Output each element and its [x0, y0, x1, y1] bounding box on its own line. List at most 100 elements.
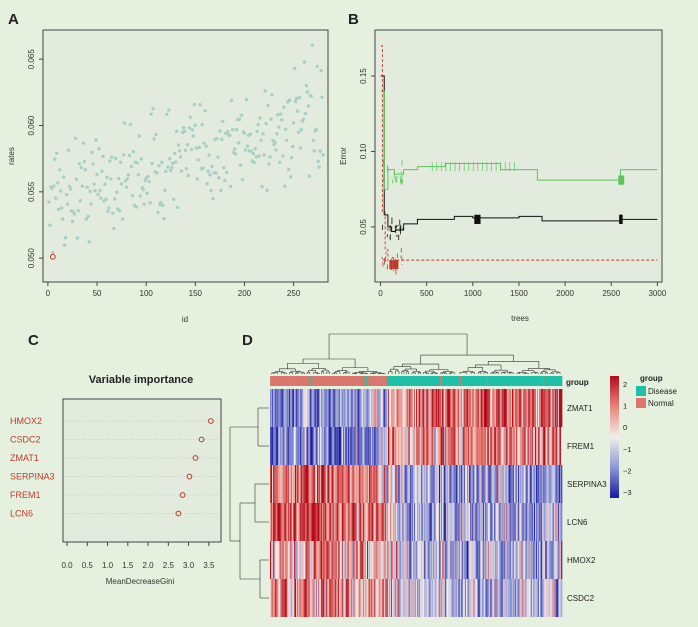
scatter-point [236, 141, 241, 145]
heatmap-cell [530, 427, 533, 465]
heatmap-cell [433, 541, 436, 579]
heatmap-cell [508, 427, 511, 465]
heatmap-row-label-zmat1: ZMAT1 [567, 404, 593, 413]
scatter-point [94, 138, 98, 142]
heatmap-cell [304, 465, 306, 503]
heatmap-cell [476, 465, 478, 503]
error-xlabel: trees [511, 314, 529, 323]
heatmap-cell [371, 579, 373, 617]
heatmap-cell [524, 389, 526, 427]
heatmap-cell [402, 503, 404, 541]
heatmap-cell [547, 465, 549, 503]
heatmap-cell [496, 389, 498, 427]
heatmap-cell [559, 465, 562, 503]
scatter-point [284, 127, 288, 131]
heatmap-cell [421, 541, 423, 579]
scatter-point [137, 134, 142, 138]
heatmap-cell [305, 427, 307, 465]
annotation-cell [341, 376, 344, 386]
heatmap-cell [389, 579, 392, 617]
heatmap-cell [282, 541, 284, 579]
heatmap-cell [555, 389, 558, 427]
heatmap-cell [379, 541, 381, 579]
scatter-point [196, 158, 200, 162]
heatmap-cell [273, 503, 275, 541]
heatmap-cell [493, 541, 495, 579]
heatmap-cell [526, 541, 528, 579]
heatmap-cell [310, 465, 313, 503]
heatmap-cell [360, 503, 363, 541]
heatmap-cell [507, 579, 510, 617]
heatmap-cell [474, 579, 476, 617]
scatter-point [152, 137, 156, 141]
heatmap-cell [375, 389, 377, 427]
scatter-point [268, 155, 272, 159]
heatmap-cell [557, 465, 560, 503]
heatmap-cell [282, 427, 284, 465]
heatmap-cell [461, 427, 464, 465]
scatter-point [275, 132, 279, 136]
heatmap-cell [279, 579, 281, 617]
heatmap-cell [347, 541, 349, 579]
scatter-point [192, 102, 197, 107]
heatmap-cell [370, 465, 372, 503]
annotation-cell [492, 376, 494, 386]
heatmap-cell [508, 389, 511, 427]
heatmap-cell [470, 427, 472, 465]
heatmap-cell [287, 465, 290, 503]
heatmap-cell [361, 465, 364, 503]
heatmap-cell [548, 389, 550, 427]
heatmap-cell [316, 579, 319, 617]
heatmap-cell [533, 541, 536, 579]
heatmap-cell [504, 503, 507, 541]
heatmap-scale-label: 2 [623, 380, 627, 389]
heatmap-cell [420, 389, 422, 427]
heatmap-cell [509, 427, 512, 465]
heatmap-cell [417, 427, 419, 465]
heatmap-cell [426, 541, 428, 579]
heatmap-cell [530, 465, 533, 503]
scatter-ytick-label: 0.050 [27, 248, 36, 269]
annotation-cell [349, 376, 351, 386]
scatter-point [232, 147, 237, 151]
heatmap-cell [406, 389, 409, 427]
heatmap-cell [548, 427, 550, 465]
heatmap-cell [358, 541, 361, 579]
heatmap-cell [499, 579, 501, 617]
heatmap-cell [551, 503, 553, 541]
heatmap-cell [325, 541, 327, 579]
heatmap-cell [281, 541, 283, 579]
heatmap-scale-label: −2 [623, 466, 632, 475]
heatmap-cell [529, 427, 532, 465]
annotation-cell [369, 376, 371, 386]
heatmap-cell [320, 503, 322, 541]
heatmap-cell [430, 427, 432, 465]
heatmap-cell [307, 503, 309, 541]
annotation-cell [323, 376, 325, 386]
annotation-cell [411, 376, 414, 386]
heatmap-cell [412, 579, 415, 617]
heatmap-cell [446, 427, 448, 465]
annotation-cell [282, 376, 284, 386]
heatmap-cell [304, 503, 306, 541]
scatter-point [170, 165, 174, 170]
heatmap-cell [499, 541, 501, 579]
heatmap-cell [393, 465, 395, 503]
heatmap-cell [400, 503, 402, 541]
annotation-cell [359, 376, 362, 386]
heatmap-cell [491, 541, 493, 579]
heatmap-cell [348, 541, 350, 579]
heatmap-cell [311, 465, 314, 503]
heatmap-cell [494, 465, 496, 503]
annotation-cell [556, 376, 559, 386]
heatmap-cell [419, 541, 421, 579]
heatmap-cell [497, 541, 499, 579]
heatmap-cell [364, 503, 367, 541]
heatmap-cell [303, 503, 305, 541]
heatmap-cell [357, 541, 359, 579]
heatmap-cell [536, 427, 539, 465]
heatmap-cell [323, 541, 325, 579]
heatmap-cell [543, 389, 545, 427]
heatmap-cell [423, 427, 425, 465]
error-xtick-label: 2000 [556, 289, 574, 298]
